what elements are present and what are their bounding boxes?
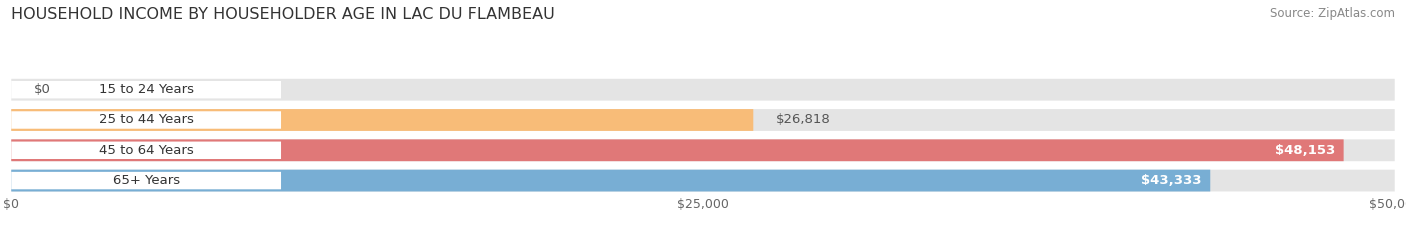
Text: $48,153: $48,153 [1275, 144, 1336, 157]
Text: $0: $0 [34, 83, 51, 96]
FancyBboxPatch shape [11, 170, 1395, 192]
Text: 65+ Years: 65+ Years [112, 174, 180, 187]
Text: $43,333: $43,333 [1142, 174, 1202, 187]
Text: 25 to 44 Years: 25 to 44 Years [98, 113, 194, 127]
FancyBboxPatch shape [11, 109, 1395, 131]
Text: Source: ZipAtlas.com: Source: ZipAtlas.com [1270, 7, 1395, 20]
FancyBboxPatch shape [11, 170, 1211, 192]
FancyBboxPatch shape [11, 109, 754, 131]
Text: HOUSEHOLD INCOME BY HOUSEHOLDER AGE IN LAC DU FLAMBEAU: HOUSEHOLD INCOME BY HOUSEHOLDER AGE IN L… [11, 7, 555, 22]
FancyBboxPatch shape [11, 139, 1395, 161]
FancyBboxPatch shape [11, 139, 1344, 161]
FancyBboxPatch shape [11, 81, 281, 98]
FancyBboxPatch shape [11, 142, 281, 159]
FancyBboxPatch shape [11, 172, 281, 189]
FancyBboxPatch shape [11, 111, 281, 129]
Text: 15 to 24 Years: 15 to 24 Years [98, 83, 194, 96]
Text: $26,818: $26,818 [776, 113, 830, 127]
FancyBboxPatch shape [11, 79, 1395, 101]
Text: 45 to 64 Years: 45 to 64 Years [98, 144, 194, 157]
